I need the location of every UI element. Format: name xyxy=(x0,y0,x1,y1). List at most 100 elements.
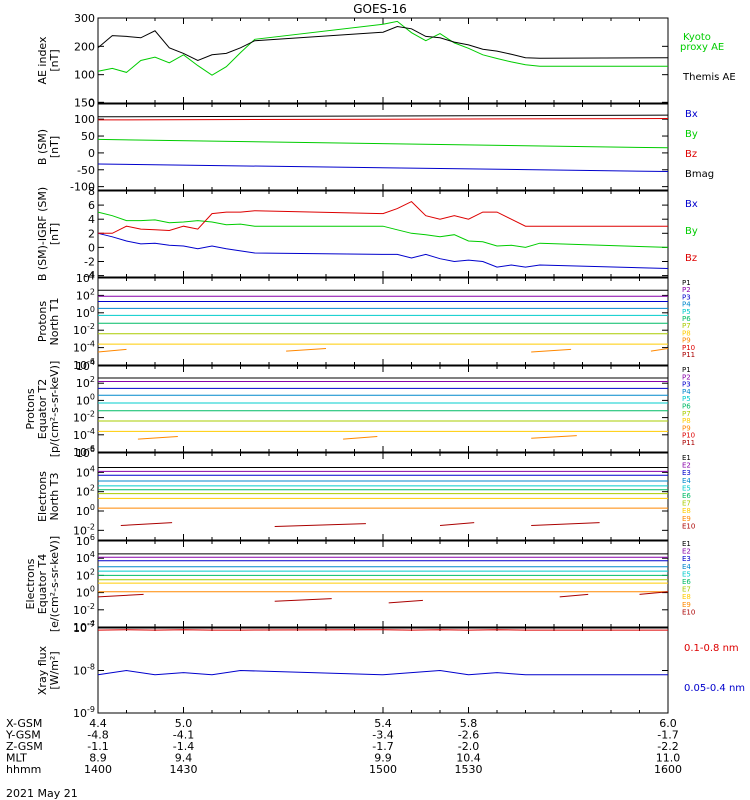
sparse-segment xyxy=(388,599,423,604)
legend-themis: Themis AE xyxy=(682,72,736,83)
x-row-label: X-GSM xyxy=(6,717,42,730)
sparse-segment xyxy=(559,593,589,598)
legend-entry: E10 xyxy=(682,522,695,530)
panel-7: 10-4 10-2 100 102 104 106 Electrons Equator T4[… xyxy=(24,533,695,634)
x-row-value: -1.4 xyxy=(173,740,194,753)
y-tick-label: 102 xyxy=(76,484,95,499)
y-tick-label: 100 xyxy=(76,503,95,518)
y-tick-label: 200 xyxy=(74,40,95,53)
x-row-value: -4.1 xyxy=(173,729,194,742)
x-row-label: MLT xyxy=(6,752,27,765)
legend-entry: P6 xyxy=(682,315,691,323)
y-tick-label: 10-7 xyxy=(73,620,95,635)
y-tick-label: 100 xyxy=(74,113,95,126)
legend-entry: P1 xyxy=(682,366,691,374)
legend-entry: P3 xyxy=(682,381,691,389)
y-tick-label: 0 xyxy=(88,147,95,160)
y-tick-label: 300 xyxy=(74,12,95,25)
date-label: 2021 May 21 xyxy=(6,787,78,800)
legend-kyoto: proxy AE xyxy=(680,42,724,53)
panel-1: 0 100 200 300 AE index [nT] xyxy=(36,12,669,110)
x-row-label: Y-GSM xyxy=(5,729,41,742)
y-tick-label: 104 xyxy=(76,464,95,479)
y-tick-label: -4 xyxy=(84,270,95,283)
sparse-segment xyxy=(650,347,669,352)
y-tick-label: 10-2 xyxy=(73,322,95,337)
x-row-value: -3.4 xyxy=(372,729,393,742)
legend-entry: P6 xyxy=(682,403,691,411)
legend-entry: P3 xyxy=(682,293,691,301)
x-row-value: -1.7 xyxy=(372,740,393,753)
y-axis-label: Equator T2 xyxy=(36,379,49,439)
y-tick-label: 10-4 xyxy=(73,340,95,355)
y-tick-label: 100 xyxy=(76,585,95,600)
legend-xray-short: 0.05-0.4 nm xyxy=(684,683,745,694)
legend-xray-long: 0.1-0.8 nm xyxy=(684,643,739,654)
y-tick-label: 104 xyxy=(76,358,95,373)
legend-entry: E2 xyxy=(682,548,691,556)
legend-entry: E7 xyxy=(682,500,691,508)
legend-entry: E1 xyxy=(682,454,691,462)
legend-entry: P5 xyxy=(682,395,691,403)
legend-entry: E9 xyxy=(682,601,691,609)
y-tick-label: 100 xyxy=(76,392,95,407)
y-tick-label: -2 xyxy=(84,255,95,268)
y-tick-label: 6 xyxy=(88,199,95,212)
y-tick-label: 10-4 xyxy=(73,427,95,442)
y-axis-label: B (SM) xyxy=(36,129,49,165)
y-tick-label: 150 xyxy=(74,96,95,109)
x-row-value: 5.8 xyxy=(460,717,478,730)
legend-entry: E3 xyxy=(682,469,691,477)
legend-kyoto: Kyoto xyxy=(683,32,711,43)
x-row-value: 11.0 xyxy=(656,752,681,765)
x-row-value: 8.9 xyxy=(89,752,107,765)
y-tick-label: 50 xyxy=(81,130,95,143)
legend-entry: P11 xyxy=(682,351,695,359)
y-tick-label: 104 xyxy=(76,550,95,565)
legend-entry: E8 xyxy=(682,507,691,515)
y-tick-label: 0 xyxy=(88,241,95,254)
y-tick-label: 10-6 xyxy=(73,444,95,459)
legend-entry: E1 xyxy=(682,540,691,548)
legend-entry: Bz xyxy=(685,149,697,160)
x-axis-annotation: X-GSM 4.4 5.0 5.4 5.8 6.0 Y-GSM -4.8 -4.1 -3.4 -2.… xyxy=(5,717,682,776)
legend-entry: E2 xyxy=(682,462,691,470)
y-tick-label: 0 xyxy=(88,97,95,110)
sparse-segment xyxy=(439,522,475,526)
y-tick-label: 102 xyxy=(76,287,95,302)
x-row-label: Z-GSM xyxy=(6,740,43,753)
y-tick-label: -50 xyxy=(77,164,95,177)
x-row-value: -4.8 xyxy=(87,729,108,742)
x-row-label: hhmm xyxy=(6,763,41,776)
x-row-value: 5.0 xyxy=(175,717,193,730)
series-line-0-05-0-4-nm xyxy=(97,669,668,676)
legend-entry: Bx xyxy=(685,109,698,120)
legend-entry: E10 xyxy=(682,608,695,616)
sparse-segment xyxy=(343,436,378,440)
chart-title: GOES-16 xyxy=(353,2,407,16)
y-tick-label: 10-8 xyxy=(73,663,95,678)
legend-entry: P10 xyxy=(682,344,695,352)
panel-2: -100 -50 0 50 100 150 B (SM) [nT] Bx By Bz Bmag xyxy=(36,96,714,193)
x-row-value: 5.4 xyxy=(374,717,392,730)
legend-entry: P9 xyxy=(682,337,691,345)
y-tick-label: 106 xyxy=(76,445,95,460)
y-tick-label: 10-9 xyxy=(73,705,95,720)
panel-frame xyxy=(97,452,669,541)
legend-entry: E5 xyxy=(682,484,691,492)
y-tick-label: 2 xyxy=(88,227,95,240)
sparse-segment xyxy=(97,348,127,353)
series-line-themis-ae xyxy=(97,25,669,62)
y-tick-label: 10-4 xyxy=(73,619,95,634)
y-tick-label: 8 xyxy=(88,185,95,198)
legend-entry: P4 xyxy=(682,388,691,396)
x-row-value: 10.4 xyxy=(456,752,481,765)
y-tick-label: 4 xyxy=(88,213,95,226)
series-line-by xyxy=(97,211,669,248)
series-line-bx xyxy=(97,232,669,269)
y-axis-label: North T3 xyxy=(48,473,61,521)
